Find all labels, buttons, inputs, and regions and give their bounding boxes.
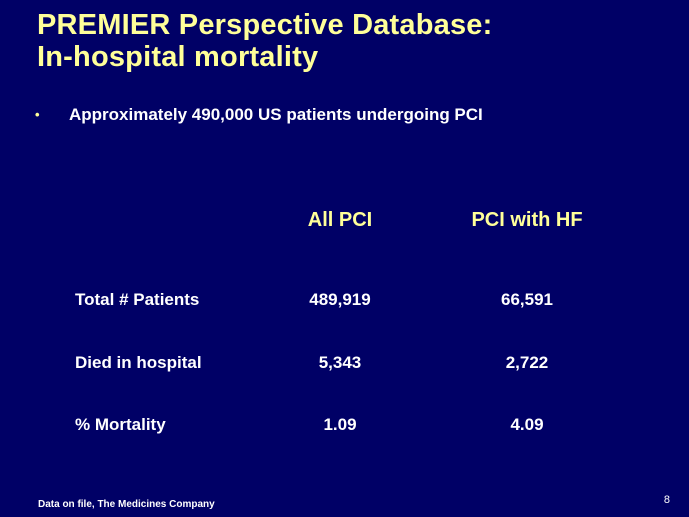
cell-mortality-pci-with-hf: 4.09 xyxy=(510,415,544,434)
cell-total-patients-all-pci: 489,919 xyxy=(309,290,371,309)
cell-died-all-pci: 5,343 xyxy=(318,353,362,372)
row-label-mortality-percent: % Mortality xyxy=(75,415,166,434)
bullet-icon: • xyxy=(35,107,40,122)
page-number: 8 xyxy=(663,494,670,506)
slide-title: PREMIER Perspective Database: In-hospita… xyxy=(37,9,677,73)
column-header-pci-with-hf: PCI with HF xyxy=(471,209,583,231)
column-header-all-pci: All PCI xyxy=(307,209,373,231)
slide-title-line-1: PREMIER Perspective Database: xyxy=(37,9,493,41)
row-label-total-patients: Total # Patients xyxy=(75,290,200,309)
cell-total-patients-pci-with-hf: 66,591 xyxy=(501,290,553,309)
source-footnote: Data on file, The Medicines Company xyxy=(38,499,215,510)
row-label-died-in-hospital: Died in hospital xyxy=(75,353,202,372)
slide-title-line-2: In-hospital mortality xyxy=(37,41,319,73)
bullet-text: Approximately 490,000 US patients underg… xyxy=(69,105,483,124)
cell-died-pci-with-hf: 2,722 xyxy=(505,353,549,372)
cell-mortality-all-pci: 1.09 xyxy=(323,415,357,434)
bullet-point: • Approximately 490,000 US patients under… xyxy=(35,104,483,126)
